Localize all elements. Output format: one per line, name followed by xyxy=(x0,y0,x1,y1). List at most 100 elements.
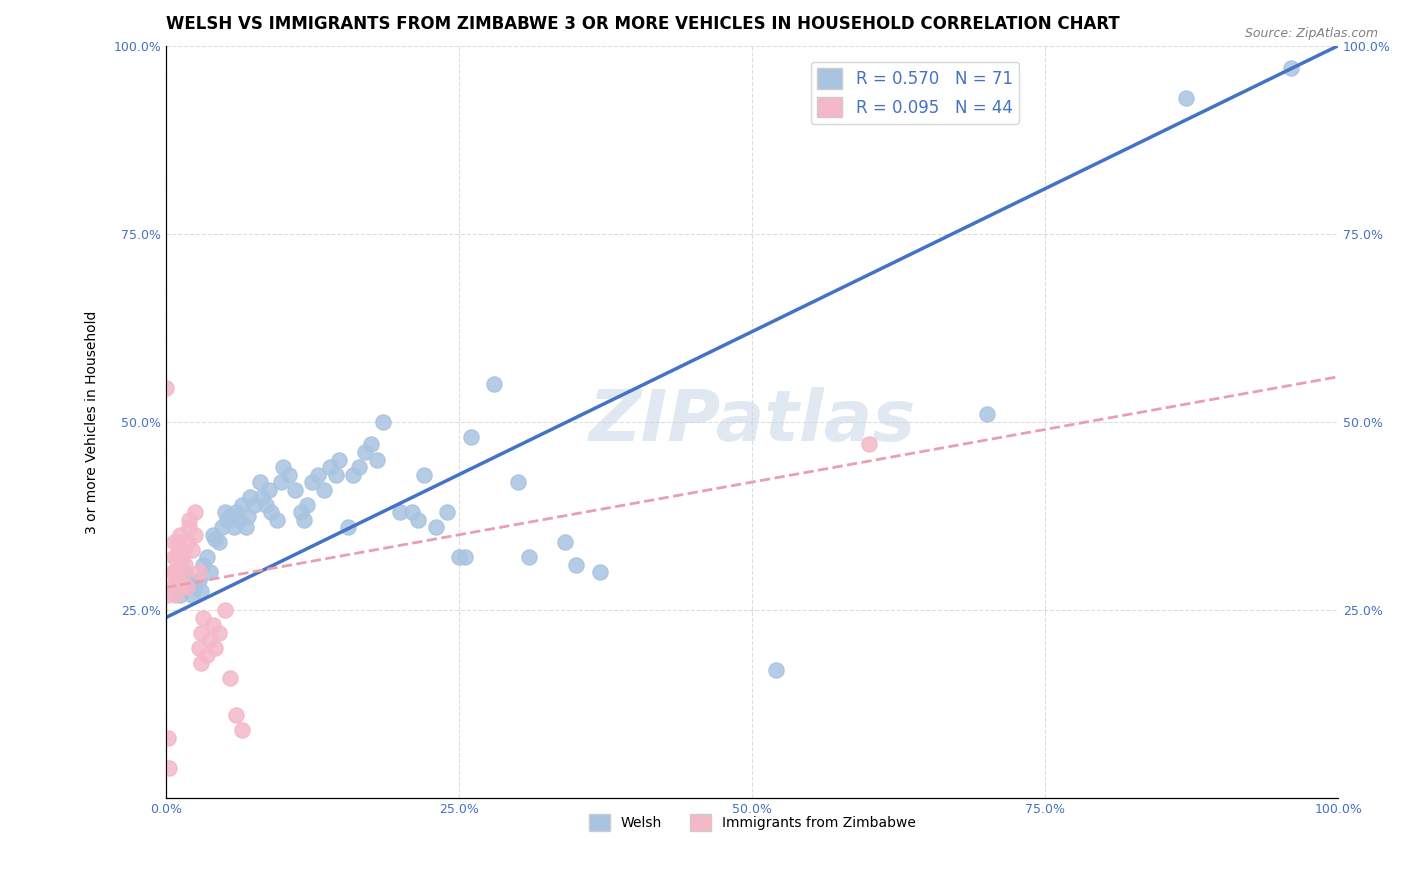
Point xyxy=(170,581,193,595)
Point xyxy=(173,542,195,557)
Point xyxy=(179,573,201,587)
Point xyxy=(406,513,429,527)
Point xyxy=(208,535,231,549)
Point xyxy=(222,520,245,534)
Point xyxy=(219,671,242,685)
Point xyxy=(976,408,998,422)
Point xyxy=(195,550,218,565)
Point xyxy=(166,558,188,572)
Point xyxy=(454,550,477,565)
Point xyxy=(165,588,187,602)
Point xyxy=(166,535,188,549)
Point xyxy=(371,415,394,429)
Point xyxy=(1279,62,1302,76)
Point xyxy=(190,625,212,640)
Point xyxy=(166,550,188,565)
Point xyxy=(257,483,280,497)
Point xyxy=(163,550,186,565)
Point xyxy=(169,528,191,542)
Point xyxy=(328,452,350,467)
Point xyxy=(325,467,347,482)
Point xyxy=(169,588,191,602)
Point xyxy=(180,588,202,602)
Point xyxy=(187,566,209,580)
Point xyxy=(266,513,288,527)
Point xyxy=(336,520,359,534)
Point xyxy=(1174,91,1197,105)
Point xyxy=(159,761,181,775)
Point xyxy=(176,581,198,595)
Point xyxy=(271,460,294,475)
Point xyxy=(179,520,201,534)
Point xyxy=(169,573,191,587)
Point xyxy=(401,505,423,519)
Point xyxy=(278,467,301,482)
Point xyxy=(765,663,787,677)
Point xyxy=(215,513,238,527)
Point xyxy=(214,603,236,617)
Point xyxy=(360,437,382,451)
Point xyxy=(179,513,201,527)
Text: ZIPatlas: ZIPatlas xyxy=(588,387,915,457)
Point xyxy=(214,505,236,519)
Legend: Welsh, Immigrants from Zimbabwe: Welsh, Immigrants from Zimbabwe xyxy=(583,808,921,837)
Point xyxy=(201,528,224,542)
Point xyxy=(173,566,195,580)
Point xyxy=(349,460,371,475)
Point xyxy=(436,505,458,519)
Point xyxy=(162,566,184,580)
Point xyxy=(506,475,529,489)
Point xyxy=(589,566,612,580)
Point xyxy=(155,381,177,395)
Point xyxy=(319,460,342,475)
Point xyxy=(156,588,179,602)
Point xyxy=(200,633,222,648)
Point xyxy=(565,558,588,572)
Point xyxy=(157,731,180,745)
Point xyxy=(301,475,323,489)
Point xyxy=(228,513,250,527)
Point xyxy=(200,566,222,580)
Point xyxy=(292,513,315,527)
Point xyxy=(412,467,434,482)
Point xyxy=(295,498,318,512)
Point xyxy=(290,505,312,519)
Point xyxy=(517,550,540,565)
Point xyxy=(163,535,186,549)
Point xyxy=(176,581,198,595)
Point xyxy=(184,581,207,595)
Point xyxy=(225,708,247,723)
Point xyxy=(208,625,231,640)
Point xyxy=(342,467,364,482)
Point xyxy=(225,505,247,519)
Point xyxy=(187,640,209,655)
Point xyxy=(239,490,262,504)
Point xyxy=(180,542,202,557)
Point xyxy=(195,648,218,662)
Point xyxy=(236,508,259,523)
Point xyxy=(554,535,576,549)
Point xyxy=(165,566,187,580)
Point xyxy=(184,505,207,519)
Point xyxy=(250,490,273,504)
Y-axis label: 3 or more Vehicles in Household: 3 or more Vehicles in Household xyxy=(86,310,100,533)
Point xyxy=(211,520,233,534)
Point xyxy=(231,498,253,512)
Point xyxy=(231,723,253,738)
Point xyxy=(172,550,194,565)
Point xyxy=(460,430,482,444)
Point xyxy=(193,610,215,624)
Point xyxy=(307,467,329,482)
Point xyxy=(184,528,207,542)
Text: WELSH VS IMMIGRANTS FROM ZIMBABWE 3 OR MORE VEHICLES IN HOUSEHOLD CORRELATION CH: WELSH VS IMMIGRANTS FROM ZIMBABWE 3 OR M… xyxy=(166,15,1119,33)
Point xyxy=(160,581,183,595)
Point xyxy=(354,445,377,459)
Point xyxy=(366,452,388,467)
Point xyxy=(270,475,292,489)
Point xyxy=(204,640,226,655)
Point xyxy=(482,377,505,392)
Point xyxy=(243,498,266,512)
Point xyxy=(447,550,470,565)
Text: Source: ZipAtlas.com: Source: ZipAtlas.com xyxy=(1244,27,1378,40)
Point xyxy=(176,535,198,549)
